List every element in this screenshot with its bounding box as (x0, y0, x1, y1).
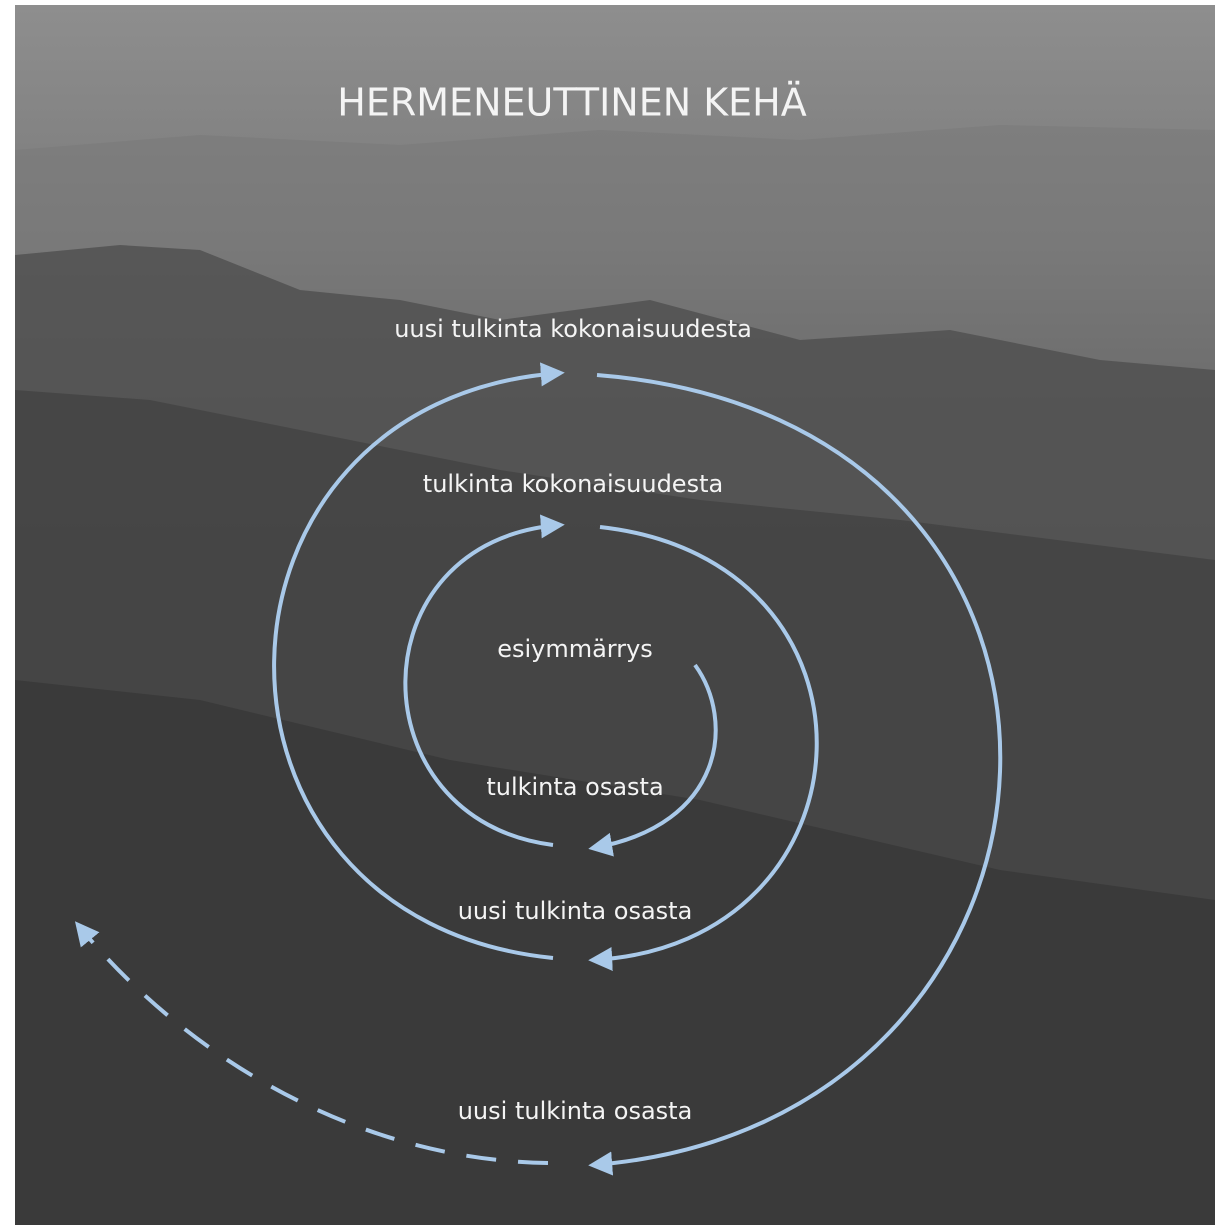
node-label: uusi tulkinta osasta (458, 1097, 693, 1125)
node-label: uusi tulkinta osasta (458, 897, 693, 925)
node-label: tulkinta kokonaisuudesta (423, 470, 723, 498)
title: HERMENEUTTINEN KEHÄ (337, 81, 806, 125)
diagram: HERMENEUTTINEN KEHÄ uusi tulkinta kokona… (0, 0, 1228, 1230)
node-label: tulkinta osasta (486, 773, 663, 801)
node-label: esiymmärrys (497, 635, 653, 663)
background (15, 5, 1215, 1225)
node-label: uusi tulkinta kokonaisuudesta (394, 315, 752, 343)
